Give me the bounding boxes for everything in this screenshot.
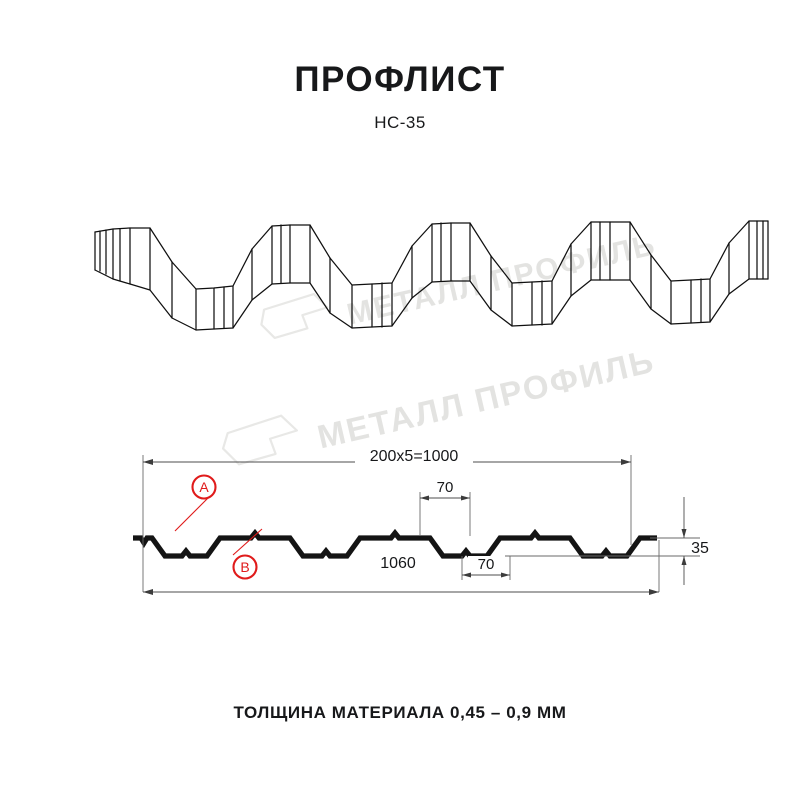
page-subtitle: НС-35 bbox=[374, 112, 426, 132]
callout-b-leader bbox=[232, 528, 263, 556]
dimension-label-working-width: 200x5=1000 bbox=[370, 448, 459, 465]
watermark-logo-icon bbox=[260, 292, 329, 340]
dimension-working-width: 200x5=1000 bbox=[143, 448, 631, 465]
dimension-overall-width: 1060 bbox=[143, 553, 659, 595]
callout-a-circle bbox=[191, 474, 217, 500]
page-title: ПРОФЛИСТ bbox=[294, 60, 506, 99]
dimension-valley-width: 70 bbox=[461, 556, 511, 580]
callout-a-leader bbox=[174, 494, 212, 532]
dimension-set: 200x5=1000 70 70 1060 bbox=[142, 448, 709, 595]
dimension-label-crest-width: 70 bbox=[437, 479, 454, 496]
callout-b-label: B bbox=[240, 559, 249, 575]
profile-cross-section bbox=[133, 528, 657, 559]
callout-a-label: A bbox=[199, 479, 209, 495]
dimension-label-overall-width: 1060 bbox=[380, 555, 416, 572]
dimension-label-profile-height: 35 bbox=[691, 540, 709, 557]
profile-outline bbox=[133, 528, 657, 559]
watermark-text-lower: МЕТАЛЛ ПРОФИЛЬ bbox=[314, 342, 658, 456]
callout-b-circle bbox=[232, 554, 258, 580]
dimension-label-valley-width: 70 bbox=[478, 556, 495, 573]
callout-a[interactable]: A bbox=[174, 474, 217, 532]
dimension-profile-height: 35 bbox=[681, 497, 709, 585]
profiled-sheet-3d bbox=[94, 220, 769, 331]
callout-b[interactable]: B bbox=[232, 528, 263, 580]
material-thickness-note: ТОЛЩИНА МАТЕРИАЛА 0,45 – 0,9 ММ bbox=[233, 703, 567, 722]
title-block: ПРОФЛИСТ НС-35 bbox=[0, 60, 800, 133]
dimension-crest-width: 70 bbox=[419, 479, 471, 536]
watermark-logo-icon-lower bbox=[221, 414, 298, 466]
